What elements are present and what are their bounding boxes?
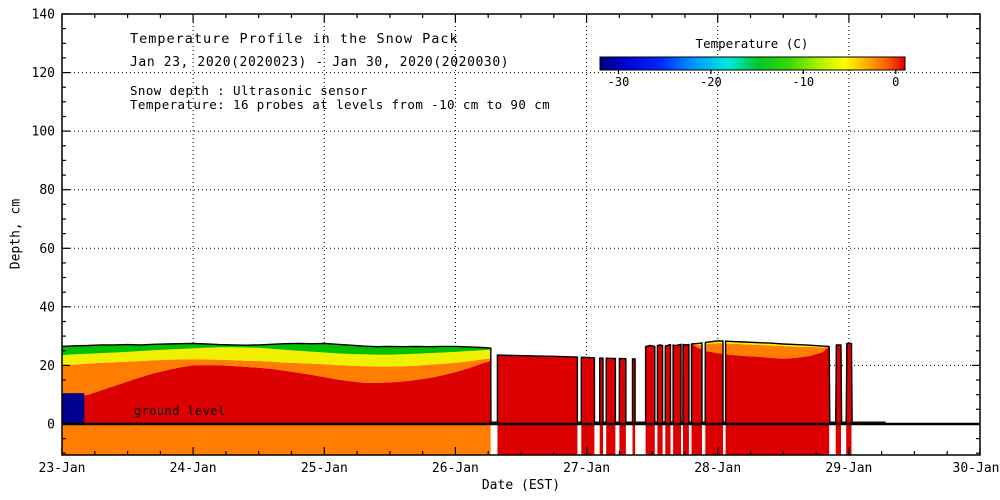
x-tick-label: 27-Jan <box>563 461 610 476</box>
data-gap <box>702 336 706 455</box>
layer-yellow-seg1 <box>62 347 491 367</box>
data-gap <box>654 336 658 455</box>
chart-title: Temperature Profile in the Snow Pack <box>130 31 459 47</box>
tail-red-column <box>846 343 852 455</box>
y-tick-label: 100 <box>32 125 55 140</box>
x-tick-label: 29-Jan <box>825 461 872 476</box>
y-tick-label: 60 <box>39 242 55 257</box>
subsurface-band-seg1 <box>62 424 491 455</box>
note-temperature-probes: Temperature: 16 probes at levels from -1… <box>130 97 551 112</box>
colorbar: -30 -20 -10 0 <box>599 56 906 89</box>
data-gap <box>603 336 607 455</box>
y-tick-label: 120 <box>32 66 55 81</box>
x-tick-label: 30-Jan <box>953 461 1000 476</box>
x-tick-label: 24-Jan <box>170 461 217 476</box>
data-gap <box>681 336 683 455</box>
y-tick-label: 20 <box>39 359 55 374</box>
x-tick-label: 25-Jan <box>301 461 348 476</box>
colorbar-tick-label: -30 <box>608 75 630 89</box>
x-tick-label: 26-Jan <box>432 461 479 476</box>
data-gap <box>662 336 666 455</box>
data-gap <box>635 336 646 455</box>
x-tick-label: 23-Jan <box>39 461 86 476</box>
colorbar-title: Temperature (C) <box>695 36 809 51</box>
tail-red-column <box>835 344 841 455</box>
temperature-profile-fills <box>62 340 852 455</box>
layer-orange-seg1 <box>62 358 491 401</box>
y-tick-label: 0 <box>47 418 55 433</box>
colorbar-gradient <box>599 56 906 71</box>
data-gap <box>594 336 600 455</box>
colorbar-tick-label: -20 <box>700 75 722 89</box>
note-snow-depth-sensor: Snow depth : Ultrasonic sensor <box>130 83 368 98</box>
layer-red-seg1 <box>62 360 491 424</box>
colorbar-tick-label: -10 <box>792 75 814 89</box>
axes: 23-Jan 24-Jan 25-Jan 26-Jan 27-Jan 28-Jan 29-J… <box>32 8 1000 477</box>
layer-orange-cap-seg2 <box>497 343 830 359</box>
y-tick-label: 80 <box>39 183 55 198</box>
data-gap <box>670 336 674 455</box>
layer-green-seg1 <box>62 343 491 356</box>
data-gap <box>688 336 692 455</box>
x-axis-label: Date (EST) <box>481 478 561 493</box>
data-gap <box>577 336 582 455</box>
snow-surface-line <box>61 340 886 423</box>
cold-layer-block <box>62 393 85 424</box>
data-gap <box>723 336 726 455</box>
profile-lines <box>61 340 980 426</box>
y-tick-label: 140 <box>32 8 55 23</box>
colorbar-tick-label: 0 <box>892 75 899 89</box>
data-gap <box>625 336 633 455</box>
x-tick-label: 28-Jan <box>694 461 741 476</box>
data-gaps <box>490 336 726 455</box>
y-axis-label: Depth, cm <box>8 198 24 270</box>
ground-level-label: ground level <box>134 404 226 418</box>
chart-subtitle: Jan 23, 2020(2020023) - Jan 30, 2020(202… <box>130 55 510 70</box>
data-gap <box>615 336 620 455</box>
data-gap <box>490 336 498 455</box>
y-tick-label: 40 <box>39 300 55 315</box>
